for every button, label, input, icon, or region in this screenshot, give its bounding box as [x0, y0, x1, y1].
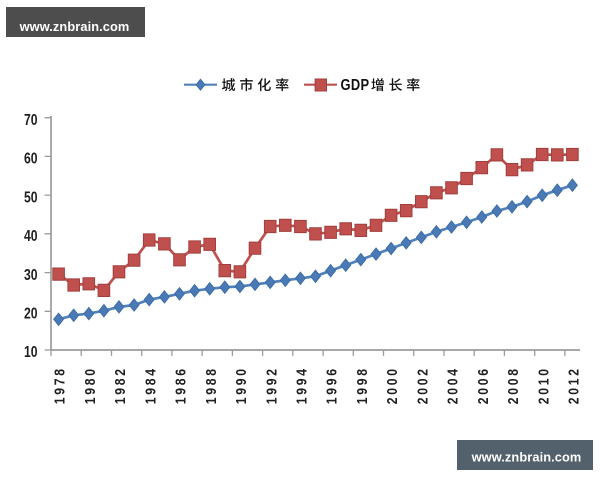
svg-text:1998: 1998: [354, 366, 370, 404]
svg-text:1978: 1978: [52, 366, 68, 404]
svg-text:2000: 2000: [384, 366, 400, 404]
svg-text:GDP: GDP: [341, 77, 370, 94]
svg-text:20: 20: [24, 304, 38, 322]
svg-text:www.znbrain.com: www.znbrain.com: [19, 19, 130, 34]
svg-text:2010: 2010: [535, 366, 551, 404]
svg-text:1982: 1982: [112, 366, 128, 404]
svg-text:1990: 1990: [233, 366, 249, 404]
svg-text:2012: 2012: [566, 366, 582, 404]
svg-text:2006: 2006: [475, 366, 491, 404]
svg-text:2002: 2002: [414, 366, 430, 404]
svg-text:1980: 1980: [82, 366, 98, 404]
svg-text:1984: 1984: [142, 366, 158, 404]
svg-text:1992: 1992: [263, 366, 279, 404]
svg-text:2008: 2008: [505, 366, 521, 404]
svg-text:1986: 1986: [173, 366, 189, 404]
svg-text:1988: 1988: [203, 366, 219, 404]
svg-text:2004: 2004: [445, 366, 461, 404]
svg-text:70: 70: [24, 110, 38, 128]
svg-text:50: 50: [24, 188, 38, 206]
svg-text:30: 30: [24, 265, 38, 283]
svg-text:60: 60: [24, 149, 38, 167]
svg-text:1996: 1996: [324, 366, 340, 404]
svg-text:www.znbrain.com: www.znbrain.com: [471, 449, 582, 464]
svg-text:40: 40: [24, 227, 38, 245]
svg-text:1994: 1994: [294, 366, 310, 404]
svg-text:10: 10: [24, 343, 38, 361]
